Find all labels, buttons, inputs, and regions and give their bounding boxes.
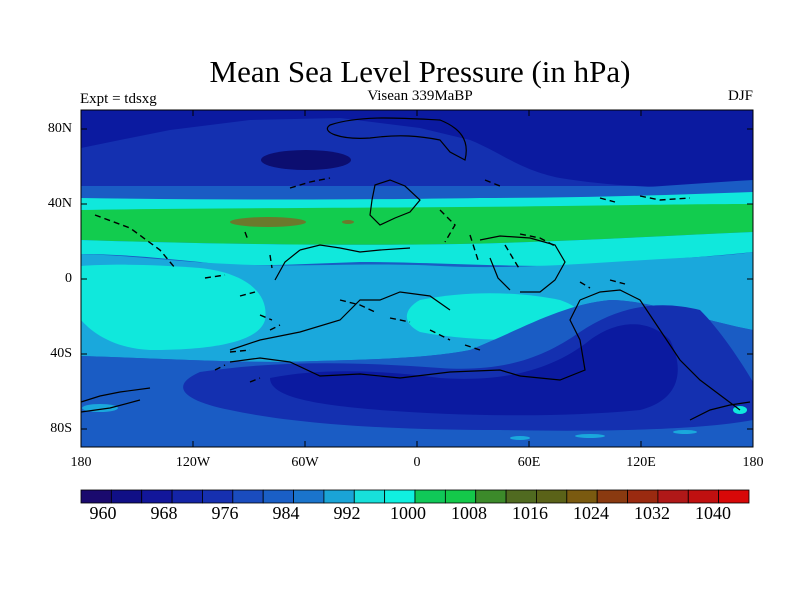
season-label: DJF: [727, 88, 753, 104]
island-outlines: [94, 177, 691, 383]
colorbar-swatch: [505, 489, 537, 504]
colorbar-swatch: [566, 489, 598, 504]
colorbar-swatch: [293, 489, 325, 504]
colorbar-label-1008: 1008: [451, 503, 487, 523]
coastline-north-landmass: [369, 179, 421, 226]
lat-tick-40s: 40S: [50, 346, 72, 361]
colorbar-swatch: [596, 489, 628, 504]
colorbar-label-984: 984: [272, 503, 300, 523]
colorbar-swatch: [80, 489, 112, 504]
colorbar: [80, 489, 750, 504]
chart-title: Mean Sea Level Pressure (in hPa): [209, 54, 631, 89]
lat-tick-0: 0: [65, 271, 72, 286]
colorbar-label-1032: 1032: [634, 503, 670, 523]
field-high-core: [230, 217, 306, 227]
coastline-southeast: [689, 401, 751, 421]
field-polar-low: [261, 150, 351, 170]
field-antarctic-low: [270, 324, 678, 416]
coastlines: [80, 117, 751, 421]
coastline-gondwana-east: [519, 289, 741, 411]
lon-tick-180w: 180: [70, 455, 92, 470]
coastline-gondwana-south: [229, 357, 521, 379]
colorbar-swatch: [718, 489, 750, 504]
lon-tick-0: 0: [413, 455, 421, 470]
colorbar-swatch: [536, 489, 568, 504]
field-north-low: [81, 110, 753, 188]
colorbar-swatch: [475, 489, 507, 504]
colorbar-label-1040: 1040: [695, 503, 731, 523]
colorbar-label-1000: 1000: [390, 503, 426, 523]
lat-tick-40n: 40N: [47, 196, 72, 211]
coastline-equatorial-landmass: [274, 244, 411, 281]
colorbar-swatch: [232, 489, 264, 504]
colorbar-swatch: [171, 489, 203, 504]
field-subtropical-high: [81, 204, 753, 245]
colorbar-label-968: 968: [150, 503, 178, 523]
field-cyan-north: [81, 232, 753, 266]
period-label: Visean 339MaBP: [367, 88, 473, 104]
colorbar-swatch: [262, 489, 294, 504]
axis-ticks: [81, 110, 753, 447]
lat-tick-80n: 80N: [47, 121, 72, 136]
colorbar-swatch: [353, 489, 386, 504]
colorbar-swatch: [687, 489, 720, 504]
colorbar-swatch: [384, 489, 416, 504]
experiment-label: Expt = tdsxg: [80, 91, 157, 107]
lon-tick-120w: 120W: [175, 455, 211, 470]
colorbar-swatch: [414, 489, 446, 504]
lon-tick-180e: 180: [742, 455, 764, 470]
colorbar-label-976: 976: [211, 503, 239, 523]
lon-tick-60e: 60E: [517, 455, 541, 470]
lon-tick-120e: 120E: [626, 455, 656, 470]
colorbar-swatch: [141, 489, 173, 504]
colorbar-label-1016: 1016: [512, 503, 548, 523]
colorbar-swatch: [323, 489, 355, 504]
coastline-south-landmass-north: [229, 291, 451, 351]
lat-tick-80s: 80S: [50, 421, 72, 436]
colorbar-swatch: [657, 489, 689, 504]
coastline-east-landmass: [479, 235, 566, 293]
colorbar-swatch: [627, 489, 659, 504]
colorbar-label-960: 960: [89, 503, 117, 523]
colorbar-swatch: [444, 489, 477, 504]
coastline-southwest: [80, 387, 151, 413]
colorbar-swatch: [110, 489, 143, 504]
colorbar-swatch: [202, 489, 234, 504]
colorbar-label-1024: 1024: [573, 503, 609, 523]
colorbar-label-992: 992: [333, 503, 361, 523]
lon-tick-60w: 60W: [291, 455, 319, 470]
field-cyan-southwest: [81, 264, 266, 350]
pressure-field: [81, 110, 753, 447]
coastline-north-continent: [327, 117, 467, 161]
